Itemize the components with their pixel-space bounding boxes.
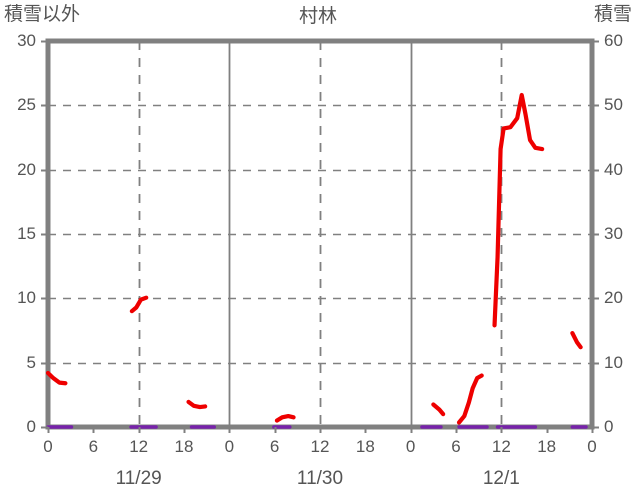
x-axis-tick-label: 6 — [88, 437, 99, 456]
x-axis-day-label: 11/29 — [115, 468, 162, 489]
right-axis-tick-label: 30 — [604, 224, 623, 243]
right-axis-tick-label: 50 — [604, 95, 623, 115]
series-line-precip — [129, 295, 149, 314]
series-line-precip — [456, 373, 484, 425]
x-axis-tick-label: 12 — [491, 437, 511, 456]
x-axis-tick-label: 12 — [310, 437, 330, 456]
series-line-precip — [431, 402, 446, 417]
left-axis-tick-label: 0 — [26, 417, 36, 436]
x-axis-tick-label: 18 — [355, 437, 375, 456]
x-axis-tick-label: 12 — [129, 437, 149, 456]
right-axis-title: 積雪 — [593, 4, 632, 25]
x-axis-day-label: 11/30 — [296, 468, 344, 489]
series-line-precip — [186, 399, 208, 410]
right-axis-tick-label: 10 — [604, 352, 623, 372]
left-axis-tick-label: 15 — [17, 224, 36, 243]
x-axis-tick-label: 0 — [224, 437, 235, 456]
gridlines — [48, 41, 592, 427]
x-axis-tick-label: 6 — [451, 437, 461, 456]
x-axis-tick-label: 0 — [587, 437, 597, 456]
x-axis-tick-label: 18 — [174, 437, 194, 456]
left-axis-title: 積雪以外 — [4, 4, 81, 25]
x-axis-tick-label: 18 — [537, 437, 557, 456]
series-line-precip — [492, 92, 545, 328]
right-axis-tick-label: 60 — [604, 31, 623, 50]
chart-title: 村林 — [298, 6, 337, 27]
right-axis-tick-label: 40 — [604, 159, 623, 179]
series-line-precip — [274, 413, 296, 423]
left-axis-tick-label: 10 — [17, 288, 36, 308]
left-axis-tick-label: 5 — [26, 352, 36, 372]
right-axis-tick-label: 20 — [604, 288, 623, 308]
tick-marks — [41, 40, 599, 433]
left-axis-tick-label: 25 — [17, 95, 36, 115]
series-line-precip — [45, 370, 68, 386]
right-axis-tick-label: 0 — [604, 417, 614, 436]
x-axis-day-label: 12/1 — [482, 468, 520, 489]
x-axis-tick-label: 6 — [269, 437, 280, 456]
x-axis-tick-label: 0 — [43, 437, 53, 456]
left-axis-tick-label: 30 — [17, 31, 36, 50]
data-series — [45, 92, 588, 429]
series-line-precip — [570, 330, 583, 350]
left-axis-tick-label: 20 — [17, 159, 36, 179]
x-axis-tick-label: 0 — [405, 437, 416, 456]
